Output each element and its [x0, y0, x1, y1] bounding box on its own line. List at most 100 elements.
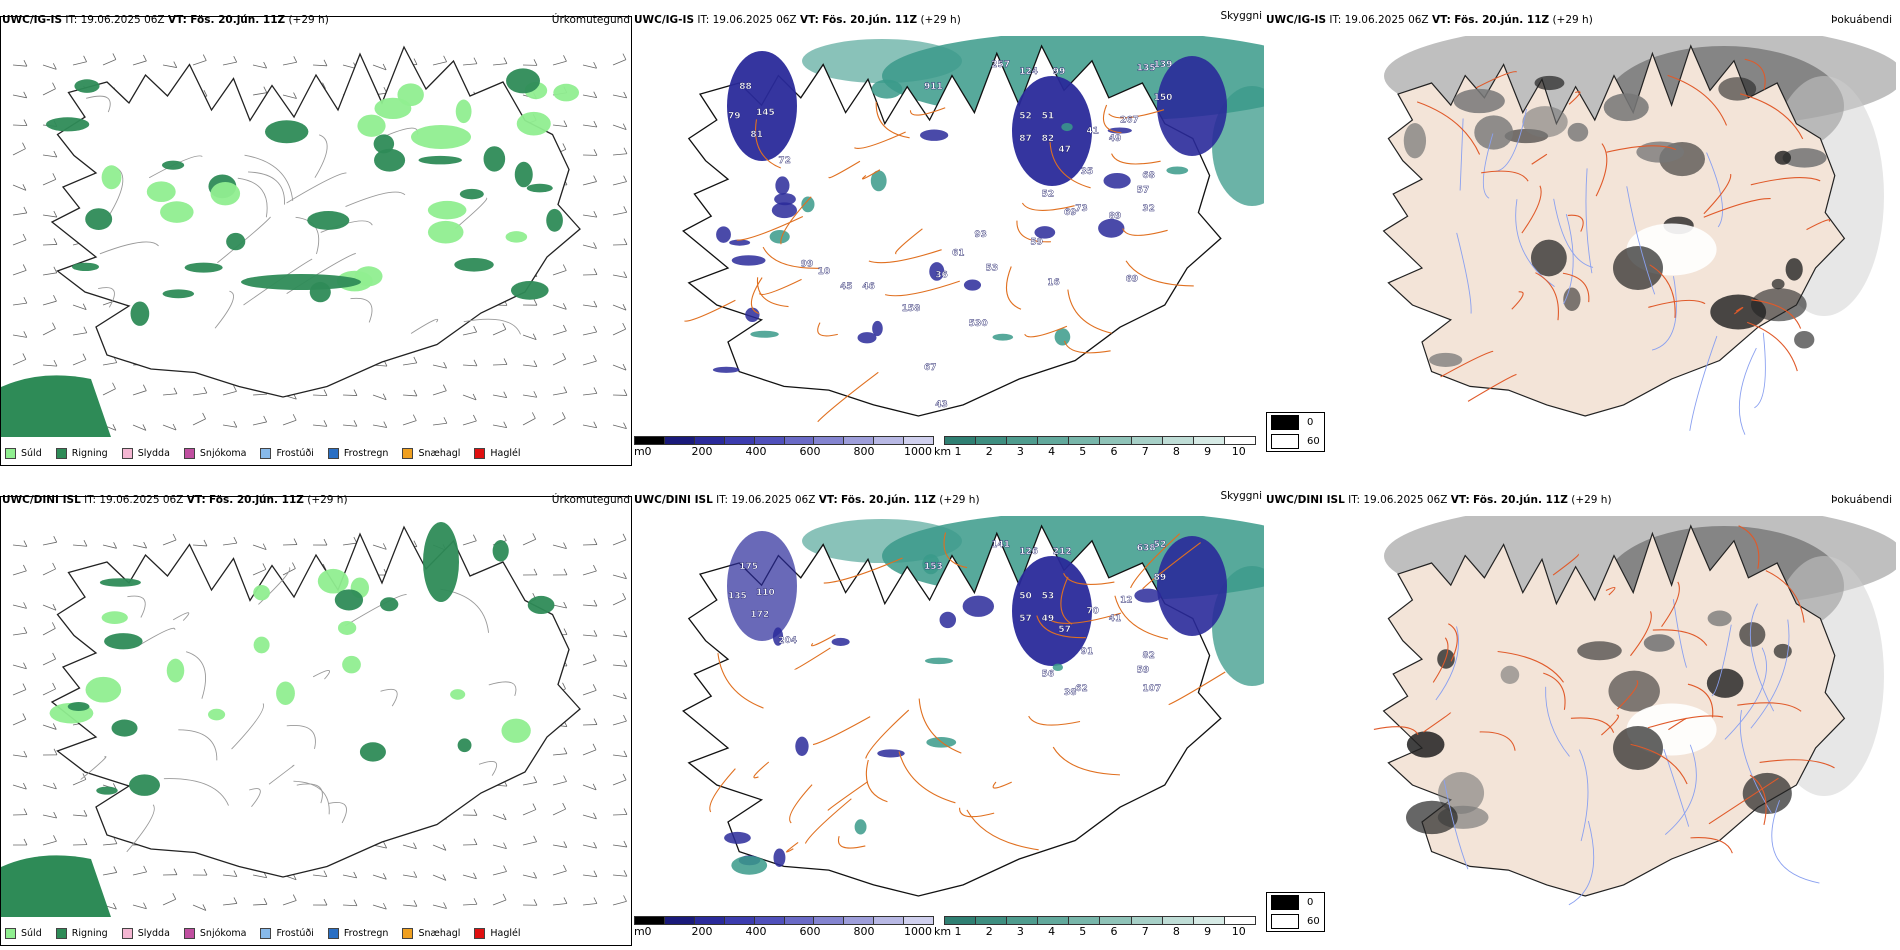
- wind-barb-flag: [623, 271, 628, 278]
- legend-label: Snæhagl: [418, 928, 461, 939]
- wind-barb-flag: [382, 393, 387, 400]
- precip-cell: [411, 125, 471, 149]
- wind-barb: [552, 903, 567, 906]
- wind-barb-flag: [293, 538, 298, 545]
- legend-label: Súld: [21, 448, 42, 459]
- wind-barb: [252, 903, 268, 906]
- wind-barb: [12, 64, 27, 67]
- legend-item-frostudi[interactable]: Frostúði: [260, 448, 314, 459]
- precip-cell: [427, 220, 464, 244]
- legend-item-snjokoma[interactable]: Snjókoma: [183, 448, 246, 459]
- it-label: IT:: [84, 494, 97, 506]
- visibility-map[interactable]: 88 79 145 81 72 911 257 124 99 135 139 150 52 51 87 82 4…: [632, 36, 1264, 436]
- fog-legend-label: 60: [1307, 436, 1320, 447]
- river-line: [1456, 232, 1472, 314]
- cloud-base-label: 99: [1053, 67, 1066, 77]
- vt-label: VT:: [186, 494, 206, 506]
- road-line: [328, 802, 347, 824]
- legend-item-rigning[interactable]: Rigning: [55, 448, 108, 459]
- wind-barb-flag: [623, 422, 627, 429]
- cloud-base-label: 212: [1053, 547, 1072, 557]
- panel-title: Þokuábendi: [1831, 14, 1892, 26]
- wind-barb: [522, 394, 537, 398]
- road-line: [758, 278, 802, 295]
- wind-barb-flag: [52, 173, 57, 180]
- wind-barb: [582, 689, 597, 696]
- wind-barb: [222, 391, 237, 396]
- wind-barb: [192, 418, 206, 426]
- precip-map[interactable]: Súld Rigning Slydda Snjókoma Frostúði Fr…: [0, 16, 632, 466]
- legend-item-haglel[interactable]: Haglél: [474, 928, 521, 939]
- wind-barb: [462, 874, 477, 880]
- legend-item-haglel[interactable]: Haglél: [474, 448, 521, 459]
- road-line: [1102, 104, 1122, 134]
- wind-barb: [342, 874, 357, 879]
- precip-cell: [334, 589, 364, 611]
- wind-barb-flag: [622, 363, 627, 371]
- roads: [684, 101, 1194, 423]
- precip-cell: [71, 262, 100, 272]
- wind-barb: [192, 60, 207, 66]
- wind-barb-flag: [53, 150, 58, 158]
- cloud-area: [727, 531, 797, 641]
- legend-item-snaehagl[interactable]: Snæhagl: [402, 928, 460, 939]
- precip-map[interactable]: Súld Rigning Slydda Snjókoma Frostúði Fr…: [0, 496, 632, 946]
- wind-barb: [612, 574, 627, 580]
- road-line: [1373, 726, 1419, 735]
- wind-barb: [492, 424, 507, 429]
- road-line: [811, 634, 836, 647]
- road-line: [1475, 71, 1517, 89]
- wind-barb-flag: [112, 424, 117, 431]
- lead-time: (+29 h): [939, 494, 980, 506]
- precip-cell: [45, 117, 90, 132]
- lead-time: (+29 h): [288, 14, 329, 26]
- legend-item-snaehagl[interactable]: Snæhagl: [402, 448, 460, 459]
- road-line: [1497, 650, 1564, 683]
- legend-item-snjokoma[interactable]: Snjókoma: [183, 928, 246, 939]
- road-line: [286, 172, 347, 204]
- legend-item-slydda[interactable]: Slydda: [121, 448, 170, 459]
- wind-barb: [12, 664, 27, 670]
- wind-barb: [552, 781, 567, 786]
- wind-barb: [582, 844, 597, 849]
- legend-item-sudd[interactable]: Súld: [5, 448, 42, 459]
- wind-barb: [552, 124, 567, 127]
- road-line: [163, 778, 229, 806]
- cloud-base-label: 35: [1081, 167, 1094, 177]
- road-line: [875, 101, 910, 139]
- legend-item-sudd[interactable]: Súld: [5, 928, 42, 939]
- colorbar-cell: [1069, 916, 1101, 925]
- legend-item-frostregn[interactable]: Frostregn: [327, 928, 388, 939]
- road-line: [966, 809, 1039, 851]
- cloud-base-label: 49: [1109, 134, 1122, 144]
- cloud-area: [1107, 127, 1132, 134]
- cloud-base-label: 59: [1137, 666, 1150, 676]
- road-line: [463, 318, 521, 335]
- legend-item-frostudi[interactable]: Frostúði: [260, 928, 314, 939]
- wind-barb: [582, 749, 597, 756]
- lead-time: (+29 h): [1552, 14, 1593, 26]
- wind-barb-flag: [532, 333, 537, 340]
- fog-map[interactable]: [1264, 516, 1896, 916]
- road-line: [1737, 702, 1802, 712]
- fog-patch: [1785, 258, 1803, 281]
- wind-barb-flag: [593, 812, 597, 820]
- wind-barb: [42, 364, 57, 367]
- wind-barb: [612, 720, 627, 726]
- legend-item-rigning[interactable]: Rigning: [55, 928, 108, 939]
- legend-item-frostregn[interactable]: Frostregn: [327, 448, 388, 459]
- lead-time: (+29 h): [920, 14, 961, 26]
- wind-barb: [552, 60, 567, 66]
- colorbar-cell: [784, 436, 815, 445]
- fog-patch: [1603, 93, 1649, 122]
- wind-barb: [222, 61, 237, 66]
- wind-barb: [252, 421, 267, 426]
- road-line: [148, 155, 203, 179]
- fog-map[interactable]: [1264, 36, 1896, 436]
- road-line: [99, 241, 159, 255]
- visibility-map[interactable]: 175 135 110 172 204 153 141 126 212 638 52 89 50 53 57…: [632, 516, 1264, 916]
- legend-item-slydda[interactable]: Slydda: [121, 928, 170, 939]
- river-line: [1578, 749, 1589, 842]
- wind-barb: [612, 598, 626, 606]
- legend-swatch: [474, 448, 486, 459]
